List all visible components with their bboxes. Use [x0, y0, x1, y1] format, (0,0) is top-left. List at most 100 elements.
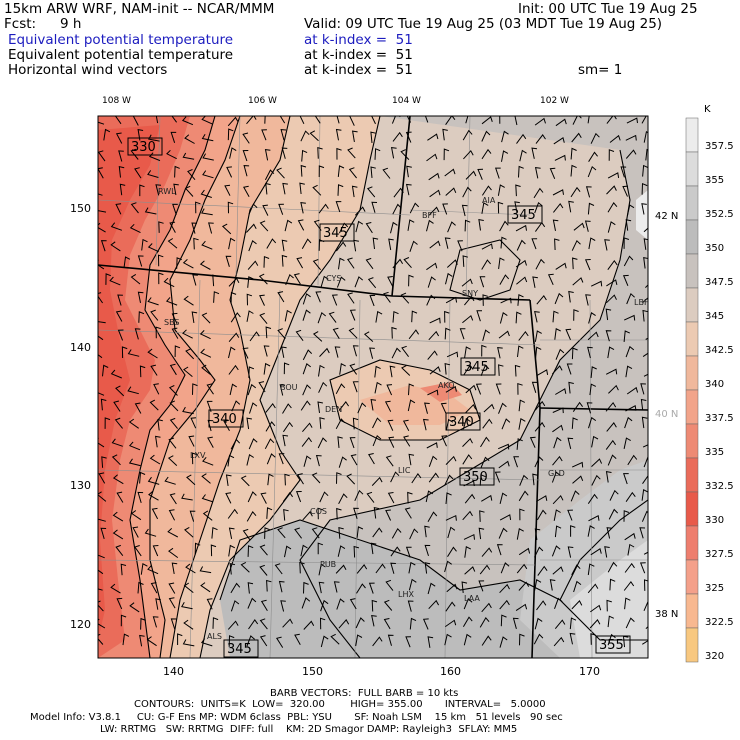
wind-barb [247, 260, 259, 270]
wind-barb [408, 274, 414, 287]
wind-barb [445, 514, 457, 521]
wind-barb [400, 292, 410, 304]
wind-barb [137, 255, 144, 267]
wind-barb [389, 365, 396, 378]
colorbar-swatch [685, 219, 699, 255]
wind-barb [517, 294, 524, 306]
wind-barb [383, 291, 391, 303]
wind-barb [519, 149, 527, 162]
wind-barb [444, 560, 452, 573]
wind-barb [182, 639, 195, 647]
wind-barb [571, 132, 582, 143]
wind-barb [206, 400, 213, 412]
wind-barb [529, 436, 536, 448]
wind-barb [536, 495, 548, 502]
wind-barb [627, 454, 638, 466]
wind-barb [585, 294, 591, 306]
y-tick: 140 [70, 341, 91, 354]
station-label: AKO [438, 381, 455, 390]
wind-barb [495, 167, 501, 179]
wind-barb [387, 276, 394, 288]
wind-barb [570, 186, 581, 198]
wind-barb [263, 362, 271, 375]
wind-barb [122, 633, 130, 646]
wind-barb [157, 254, 164, 267]
wind-barb [481, 116, 493, 125]
wind-barb [641, 489, 648, 501]
wind-barb [283, 508, 289, 521]
wind-barb [247, 276, 254, 288]
wind-barb [444, 474, 454, 486]
wind-barb [366, 186, 376, 198]
wind-barb [517, 383, 523, 395]
wind-barb [385, 455, 394, 467]
wind-barb [115, 132, 123, 144]
wind-barb [457, 240, 463, 252]
wind-barb [483, 403, 495, 413]
wind-barb [372, 417, 382, 429]
wind-barb [130, 510, 142, 521]
wind-barb [444, 168, 456, 177]
wind-barb [519, 474, 529, 486]
wind-barb [374, 365, 381, 378]
wind-barb [285, 273, 294, 286]
wind-barb [320, 635, 329, 648]
wind-barb [408, 453, 415, 466]
colorbar-label: 325 [705, 583, 724, 594]
wind-barb [565, 328, 572, 340]
wind-barb [568, 381, 574, 394]
wind-barb [352, 417, 359, 430]
wind-barb [227, 620, 239, 630]
wind-barb [264, 116, 266, 124]
wind-barb [643, 256, 648, 269]
wind-barb [212, 274, 218, 287]
wind-barb [383, 618, 391, 630]
svg-text:340: 340 [212, 412, 237, 427]
wind-barb [623, 255, 634, 267]
wind-barb [625, 134, 637, 141]
wind-barb [302, 511, 313, 521]
colorbar-swatch [685, 321, 699, 357]
wind-barb [405, 546, 412, 558]
wind-barb [150, 309, 159, 321]
wind-barb [623, 437, 631, 450]
wind-barb [174, 345, 181, 358]
wind-barb [201, 364, 211, 375]
wind-barb [495, 383, 502, 395]
colorbar-label: 335 [705, 447, 724, 458]
wind-barb [534, 456, 544, 468]
wind-barb [158, 221, 164, 233]
wind-barb [534, 579, 542, 591]
wind-barb [590, 280, 603, 287]
wind-barb [512, 617, 519, 630]
wind-barb [390, 562, 396, 574]
field-2-name: Equivalent potential temperature [8, 47, 234, 63]
wind-barb [102, 364, 109, 377]
wind-barb [608, 384, 619, 394]
wind-barb [299, 116, 305, 125]
wind-barb [349, 598, 357, 610]
init-time: Init: 00 UTC Tue 19 Aug 25 [518, 1, 698, 17]
wind-barb [352, 345, 359, 357]
wind-barb [328, 311, 337, 323]
colorbar-swatch [685, 287, 699, 323]
colorbar-swatch [685, 355, 699, 391]
wind-barb [549, 579, 556, 591]
wind-barb [349, 309, 356, 321]
wind-barb [228, 635, 235, 647]
svg-text:345: 345 [227, 642, 252, 657]
wind-barb [427, 133, 439, 141]
wind-barb [584, 259, 591, 271]
wind-barb [98, 205, 107, 213]
wind-barb [407, 219, 415, 231]
contour-label: 355 [595, 635, 631, 654]
wind-barb [518, 399, 526, 412]
wind-barb [123, 256, 131, 268]
wind-barb [169, 400, 179, 412]
wind-barb [554, 238, 560, 251]
wind-barb [98, 222, 106, 233]
wind-barb [165, 297, 178, 306]
wind-barb [446, 583, 458, 593]
wind-barb [429, 317, 441, 324]
lon-label: 102 W [540, 96, 569, 106]
